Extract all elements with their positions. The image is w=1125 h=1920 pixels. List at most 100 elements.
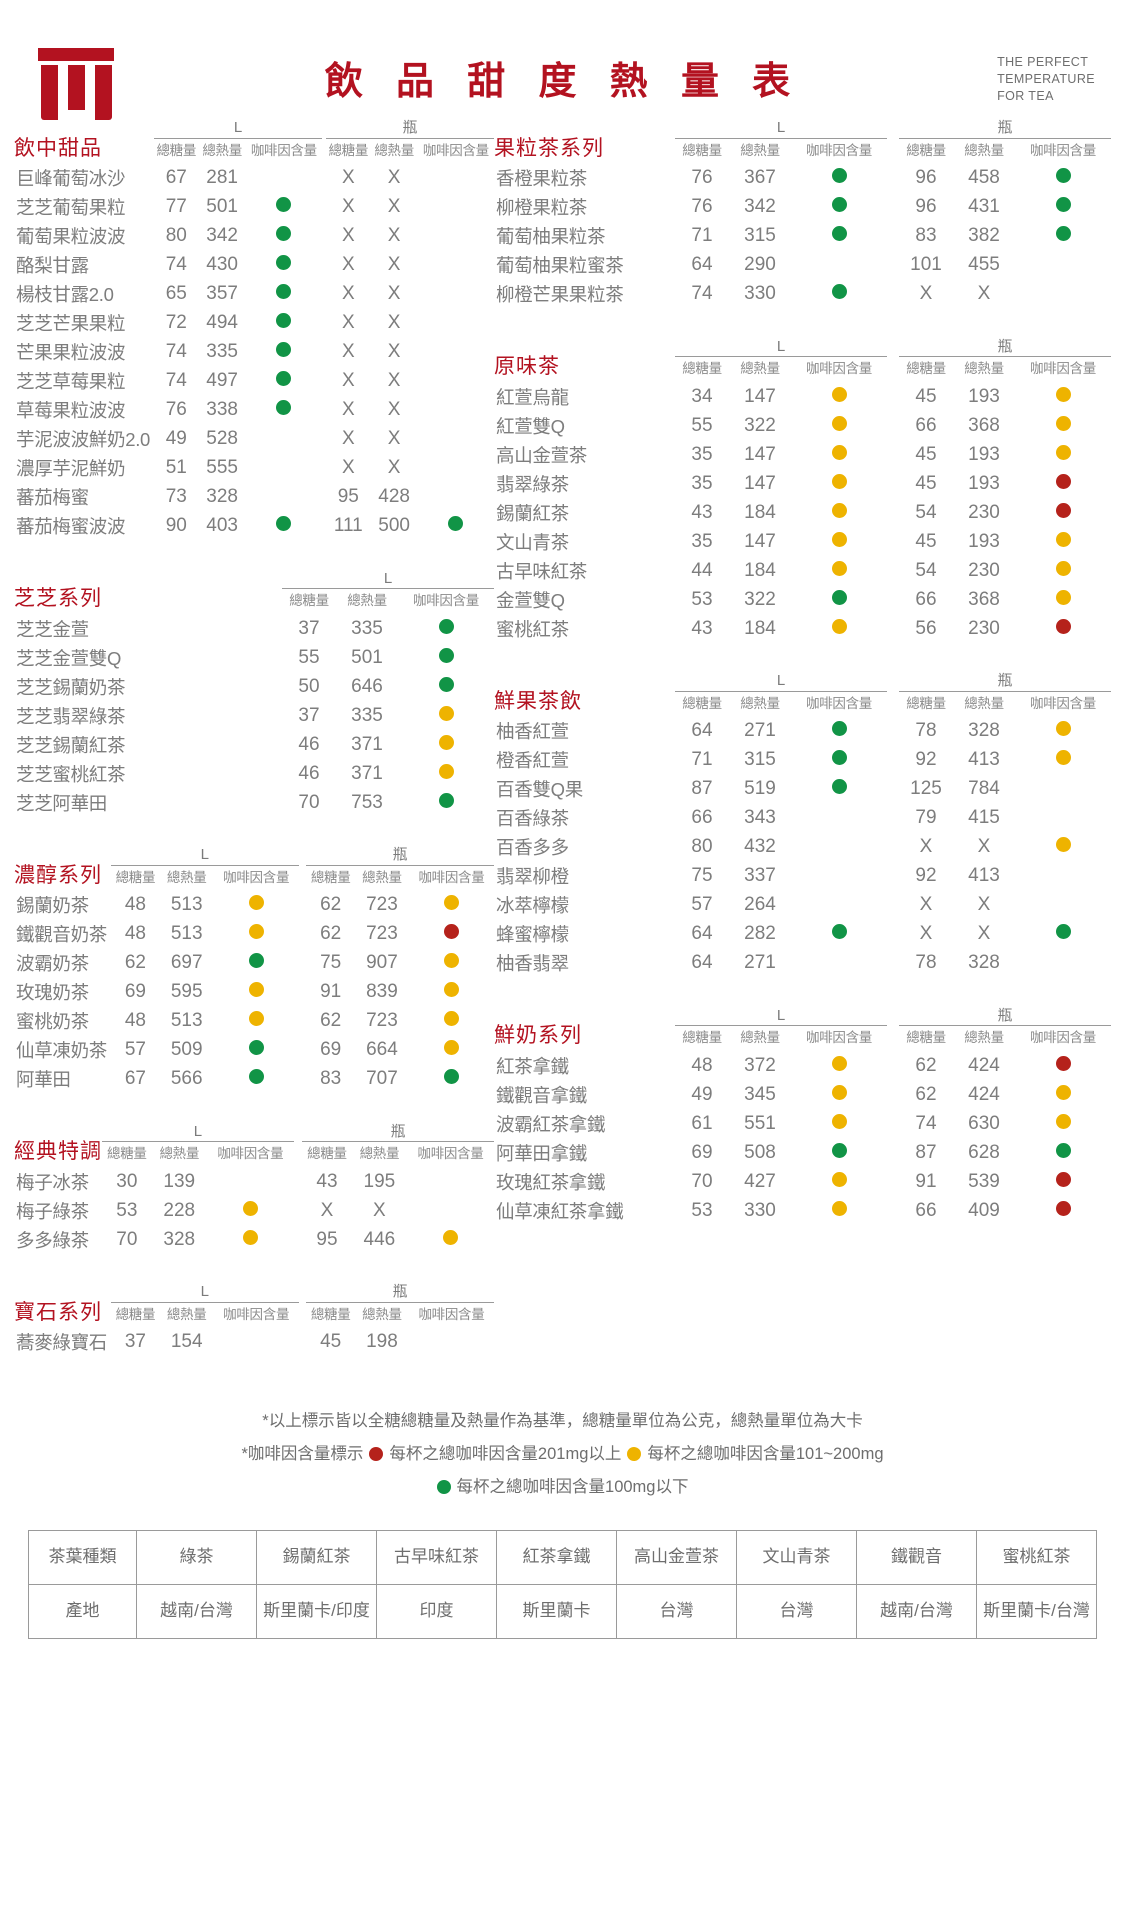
note-caffeine-green: 每杯之總咖啡因含量100mg以下 xyxy=(456,1477,689,1496)
column-spacer xyxy=(294,1167,302,1196)
calorie-l-value: 184 xyxy=(744,501,776,523)
drink-name: 翡翠柳橙 xyxy=(496,866,569,887)
origin-place-name: 台灣 xyxy=(736,1583,857,1639)
calorie-l-value: 595 xyxy=(170,981,203,1002)
header-calorie-bottle: 總熱量 xyxy=(964,142,1004,158)
drink-name: 蜜桃奶茶 xyxy=(16,1011,89,1032)
table-row: 鐵觀音拿鐵 49 345 62 424 xyxy=(494,1080,1111,1109)
caffeine-dot-none-icon xyxy=(448,255,463,270)
header-caffeine-l: 咖啡因含量 xyxy=(223,869,290,885)
sugar-l-value: 64 xyxy=(691,923,713,944)
calorie-l-value: 753 xyxy=(351,791,383,813)
table-row: 蜜桃奶茶 48 513 62 723 xyxy=(14,1007,494,1036)
column-spacer xyxy=(299,891,307,920)
caffeine-dot-none-icon xyxy=(448,458,463,473)
caffeine-dot-none-icon xyxy=(276,487,291,502)
calorie-l-value: 513 xyxy=(170,923,203,944)
caffeine-l-cell xyxy=(246,367,322,396)
column-spacer xyxy=(887,251,899,280)
column-spacer xyxy=(887,527,899,556)
table-row: 芒果果粒波波 74 335 X X xyxy=(14,338,494,367)
origin-place-row: 產地 越南/台灣 斯里蘭卡/印度 印度 斯里蘭卡 台灣 台灣 越南/台灣 斯里蘭卡/台灣 xyxy=(28,1583,1097,1639)
header-sugar-l: 總糖量 xyxy=(107,1146,147,1161)
table-row: 波霸紅茶拿鐵 61 551 74 630 xyxy=(494,1109,1111,1138)
tagline-line-2: TEMPERATURE xyxy=(997,71,1095,86)
caffeine-dot-none-icon xyxy=(1056,255,1071,270)
column-spacer xyxy=(887,1138,899,1167)
header-caffeine-l: 咖啡因含量 xyxy=(250,142,317,158)
caffeine-dot-green-icon xyxy=(438,647,454,663)
sugar-bottle-value: X xyxy=(919,283,933,304)
calorie-l-value: 335 xyxy=(351,617,383,639)
caffeine-dot-yellow-icon xyxy=(831,1055,847,1071)
drink-name: 酪梨甘露 xyxy=(16,255,89,276)
sugar-l-value: 53 xyxy=(691,588,713,610)
section-gap xyxy=(494,313,1111,339)
caffeine-bottle-cell xyxy=(418,280,494,309)
header-caffeine-bottle: 咖啡因含量 xyxy=(1030,695,1096,711)
table-row: 玫瑰紅茶拿鐵 70 427 91 539 xyxy=(494,1167,1111,1196)
calorie-bottle-value: 539 xyxy=(968,1170,1000,1192)
calorie-l-value: 519 xyxy=(744,778,776,799)
sugar-l-value: 74 xyxy=(165,370,187,391)
header-caffeine-bottle: 咖啡因含量 xyxy=(1030,1030,1096,1045)
column-spacer xyxy=(887,339,899,357)
column-header-row: 總糖量 總熱量 咖啡因含量 xyxy=(14,589,494,615)
section-fruit-pulp-tea: 果粒茶系列 L 瓶總糖量 總熱量 咖啡因含量 總糖量 總熱量 咖啡因含量 香橙果粒茶 76 367 9… xyxy=(494,119,1111,309)
size-label-l: L xyxy=(154,119,322,139)
calorie-bottle-value: 707 xyxy=(366,1068,398,1089)
table-row: 芝芝翡翠綠茶 37 335 xyxy=(14,701,494,730)
size-header-row: 原味茶 L 瓶 xyxy=(494,338,1111,378)
caffeine-l-cell xyxy=(791,440,887,469)
calorie-l-value: 430 xyxy=(206,254,238,275)
header-calorie-bottle: 總熱量 xyxy=(964,695,1004,711)
calorie-l-value: 264 xyxy=(744,894,776,915)
caffeine-dot-none-icon xyxy=(448,226,463,241)
caffeine-dot-yellow-icon xyxy=(831,1113,847,1129)
caffeine-dot-green-icon xyxy=(1055,168,1071,183)
header-caffeine-l: 咖啡因含量 xyxy=(806,695,872,711)
caffeine-dot-none-icon xyxy=(276,429,291,444)
column-spacer xyxy=(887,382,899,411)
calorie-bottle-value: 328 xyxy=(968,952,1000,973)
calorie-l-value: 371 xyxy=(351,733,383,755)
table-row: 芝芝阿華田 70 753 xyxy=(14,788,494,817)
origin-row-label-place: 產地 xyxy=(28,1583,137,1639)
drink-name: 芝芝芒果果粒 xyxy=(16,313,126,334)
origin-place-name: 越南/台灣 xyxy=(856,1583,977,1639)
caffeine-dot-none-icon xyxy=(448,342,463,357)
drink-name: 蜜桃紅茶 xyxy=(496,618,569,640)
caffeine-dot-yellow-icon xyxy=(1055,721,1071,736)
note-caffeine-yellow: 每杯之總咖啡因含量101~200mg xyxy=(647,1444,884,1463)
origin-place-name: 台灣 xyxy=(616,1583,737,1639)
sugar-bottle-value: X xyxy=(341,196,355,217)
table-row: 金萱雙Q 53 322 66 368 xyxy=(494,585,1111,614)
sugar-l-value: 71 xyxy=(691,225,713,246)
sugar-l-value: 74 xyxy=(165,341,187,362)
caffeine-dot-green-icon xyxy=(1055,226,1071,241)
caffeine-dot-yellow-icon xyxy=(248,924,264,939)
drink-name: 巨峰葡萄冰沙 xyxy=(16,168,126,189)
sugar-l-value: 55 xyxy=(298,646,320,668)
caffeine-dot-yellow-icon xyxy=(438,763,454,779)
tea-origin-section: 茶葉種類 綠茶 錫蘭紅茶 古早味紅茶 紅茶拿鐵 高山金萱茶 文山青茶 鐵觀音 蜜桃紅茶 產地 越南/… xyxy=(0,1529,1125,1639)
caffeine-dot-yellow-icon xyxy=(831,415,847,431)
calorie-bottle-value: 409 xyxy=(968,1199,1000,1221)
calorie-bottle-value: 723 xyxy=(366,923,398,944)
table-row: 仙草凍奶茶 57 509 69 664 xyxy=(14,1036,494,1065)
table-row: 葡萄柚果粒茶 71 315 83 382 xyxy=(494,222,1111,251)
calorie-l-value: 342 xyxy=(206,225,238,246)
caffeine-bottle-cell xyxy=(418,338,494,367)
sugar-l-value: 35 xyxy=(691,443,713,465)
sugar-bottle-value: 56 xyxy=(915,617,937,639)
caffeine-bottle-cell xyxy=(418,309,494,338)
sugar-bottle-value: 92 xyxy=(915,749,937,770)
caffeine-dot-green-icon xyxy=(1055,924,1071,939)
calorie-l-value: 139 xyxy=(163,1170,196,1192)
caffeine-l-cell xyxy=(214,1036,299,1065)
table-row: 梅子綠茶 53 228 X X xyxy=(14,1196,494,1225)
caffeine-dot-yellow-icon xyxy=(443,982,459,997)
header-calorie-bottle: 總熱量 xyxy=(362,869,402,885)
header-calorie-bottle: 總熱量 xyxy=(359,1146,400,1161)
column-header-row: 總糖量 總熱量 咖啡因含量 總糖量 總熱量 咖啡因含量 xyxy=(14,138,494,164)
